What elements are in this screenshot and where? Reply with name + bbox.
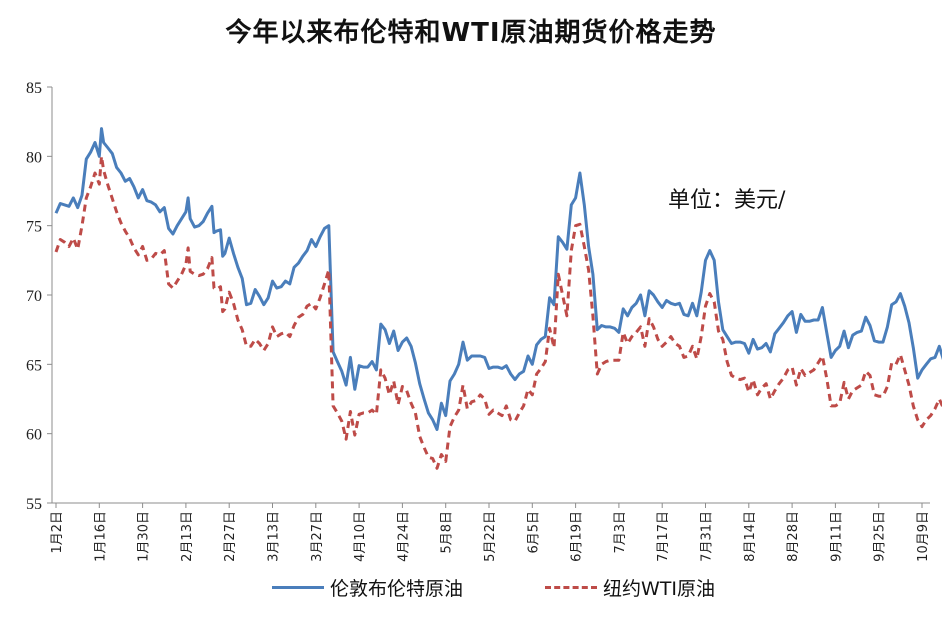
x-tick-label: 9月25日	[873, 511, 888, 562]
x-tick-label: 7月3日	[613, 511, 628, 554]
x-tick-label: 5月8日	[440, 511, 455, 554]
unit-note: 单位：美元/	[668, 188, 786, 213]
y-tick-label: 55	[26, 496, 42, 513]
series-line-wti	[54, 154, 942, 470]
chart-title: 今年以来布伦特和WTI原油期货价格走势	[225, 18, 717, 48]
legend-item-wti: 纽约WTI原油	[545, 574, 715, 601]
legend-label-brent: 伦敦布伦特原油	[330, 578, 464, 600]
series-line-brent	[54, 127, 942, 431]
x-tick-label: 8月28日	[786, 511, 801, 562]
x-tick-label: 5月22日	[483, 511, 498, 562]
x-tick-label: 2月27日	[223, 511, 238, 562]
x-tick-label: 7月17日	[656, 511, 671, 562]
x-tick-label: 3月13日	[267, 511, 282, 562]
legend-swatch-brent	[272, 586, 324, 589]
legend: 伦敦布伦特原油 纽约WTI原油	[0, 574, 942, 614]
x-tick-label: 8月14日	[743, 511, 758, 562]
y-tick-label: 60	[26, 427, 42, 444]
x-tick-label: 1月30日	[137, 511, 152, 562]
x-tick-label: 6月19日	[570, 511, 585, 562]
x-tick-label: 2月13日	[180, 511, 195, 562]
legend-item-brent: 伦敦布伦特原油	[272, 574, 463, 601]
x-tick-label: 10月9日	[916, 511, 931, 562]
y-tick-label: 70	[26, 288, 42, 305]
x-tick-label: 7月31日	[700, 511, 715, 562]
x-tick-label: 4月10日	[353, 511, 368, 562]
x-tick-label: 1月2日	[50, 511, 65, 554]
x-tick-label: 9月11日	[829, 511, 844, 562]
legend-label-wti: 纽约WTI原油	[603, 578, 715, 600]
y-tick-label: 75	[26, 219, 42, 236]
x-tick-label: 3月27日	[310, 511, 325, 562]
legend-swatch-wti	[545, 586, 597, 589]
x-tick-label: 1月16日	[93, 511, 108, 562]
x-tick-label: 4月24日	[396, 511, 411, 562]
y-tick-label: 65	[26, 357, 42, 374]
y-tick-label: 80	[26, 149, 42, 166]
y-tick-label: 85	[26, 80, 42, 97]
x-tick-label: 6月5日	[526, 511, 541, 554]
